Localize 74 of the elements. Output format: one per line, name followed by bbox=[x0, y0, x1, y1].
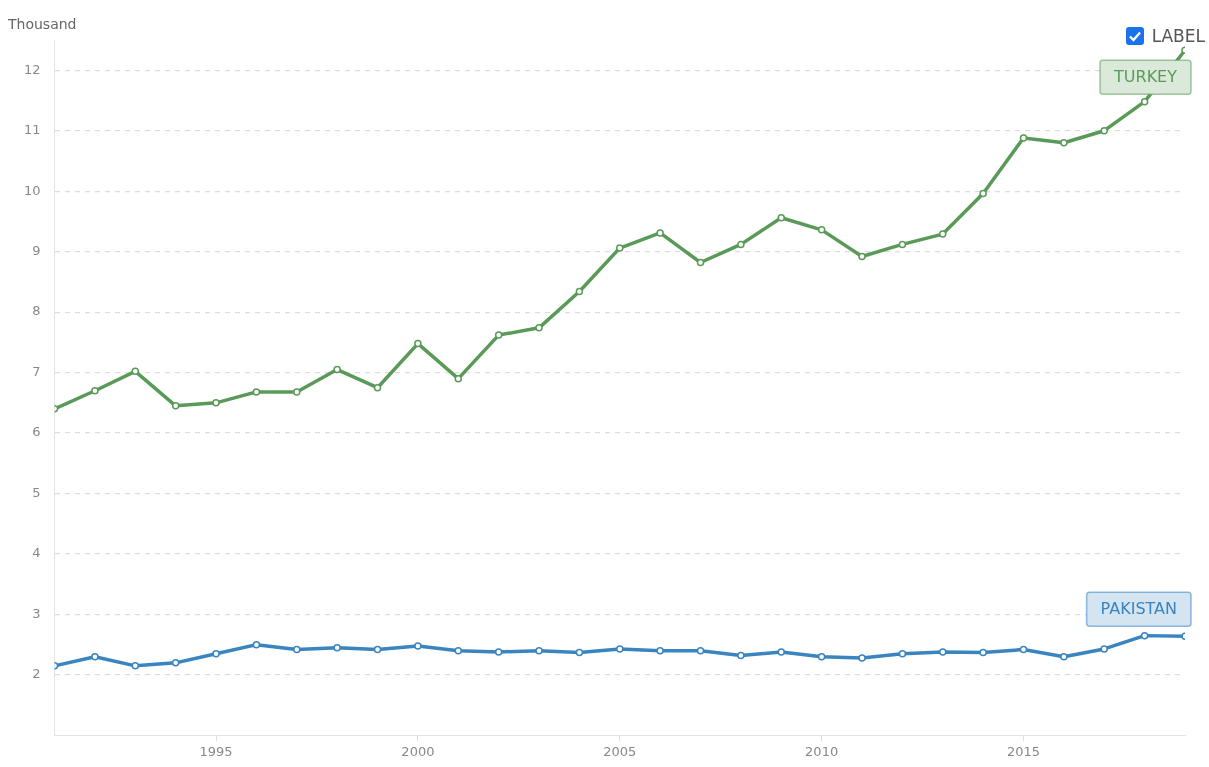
x-tick-label: 2005 bbox=[603, 743, 637, 759]
point bbox=[939, 230, 947, 238]
y-tick-label: 6 bbox=[32, 424, 41, 440]
x-tick-label: 2010 bbox=[805, 743, 839, 759]
point bbox=[252, 640, 261, 649]
point bbox=[333, 643, 341, 652]
point bbox=[293, 645, 301, 654]
point bbox=[696, 646, 705, 655]
point bbox=[777, 214, 786, 222]
point bbox=[575, 287, 584, 296]
point bbox=[333, 365, 341, 374]
point bbox=[91, 386, 99, 395]
point bbox=[212, 399, 220, 407]
series-label: TURKEY bbox=[1113, 67, 1178, 87]
series-label: PAKISTAN bbox=[1100, 599, 1177, 619]
point bbox=[414, 642, 422, 650]
point bbox=[616, 645, 624, 653]
point bbox=[252, 388, 261, 396]
x-tick-label: 2000 bbox=[401, 743, 435, 759]
point bbox=[1060, 139, 1068, 147]
point bbox=[414, 339, 422, 348]
point bbox=[293, 388, 301, 396]
y-tick-label: 2 bbox=[32, 666, 41, 682]
point bbox=[979, 648, 987, 657]
y-axis-title: Thousand bbox=[7, 15, 77, 32]
point bbox=[898, 240, 907, 249]
point bbox=[131, 367, 140, 376]
point bbox=[1019, 134, 1028, 142]
point bbox=[212, 650, 220, 658]
point bbox=[131, 662, 140, 670]
point bbox=[575, 648, 584, 657]
point bbox=[817, 226, 826, 234]
point bbox=[858, 252, 866, 261]
point bbox=[454, 646, 463, 655]
point bbox=[817, 653, 826, 661]
point bbox=[1100, 645, 1108, 653]
x-tick-label: 2015 bbox=[1006, 743, 1041, 759]
point bbox=[858, 654, 866, 662]
y-tick-label: 4 bbox=[32, 545, 41, 561]
y-tick-label: 12 bbox=[24, 61, 41, 77]
point bbox=[494, 648, 503, 656]
point bbox=[979, 189, 987, 198]
point bbox=[696, 258, 705, 267]
point bbox=[171, 659, 180, 667]
y-tick-label: 11 bbox=[24, 122, 41, 138]
y-tick-label: 3 bbox=[32, 605, 41, 621]
point bbox=[939, 648, 947, 656]
point bbox=[373, 645, 382, 654]
point bbox=[737, 651, 745, 660]
point bbox=[1140, 97, 1149, 106]
point bbox=[1019, 645, 1028, 654]
point bbox=[656, 646, 664, 655]
point bbox=[494, 331, 503, 339]
point bbox=[737, 240, 745, 249]
point bbox=[898, 650, 907, 658]
y-tick-label: 7 bbox=[32, 363, 41, 379]
x-tick-label: 1995 bbox=[199, 743, 233, 759]
point bbox=[616, 244, 624, 252]
y-tick-label: 9 bbox=[32, 243, 41, 259]
point bbox=[171, 402, 180, 410]
point bbox=[1060, 653, 1068, 661]
point bbox=[535, 646, 543, 655]
point bbox=[454, 374, 463, 383]
point bbox=[91, 653, 99, 661]
point bbox=[1100, 126, 1108, 135]
point bbox=[777, 648, 786, 656]
y-tick-label: 10 bbox=[24, 182, 41, 198]
point bbox=[535, 324, 543, 332]
point bbox=[656, 229, 664, 237]
point bbox=[1140, 631, 1149, 640]
y-tick-label: 8 bbox=[32, 303, 41, 319]
y-tick-label: 5 bbox=[32, 484, 41, 500]
annotation: LABEL bbox=[1151, 26, 1205, 46]
point bbox=[373, 383, 382, 392]
